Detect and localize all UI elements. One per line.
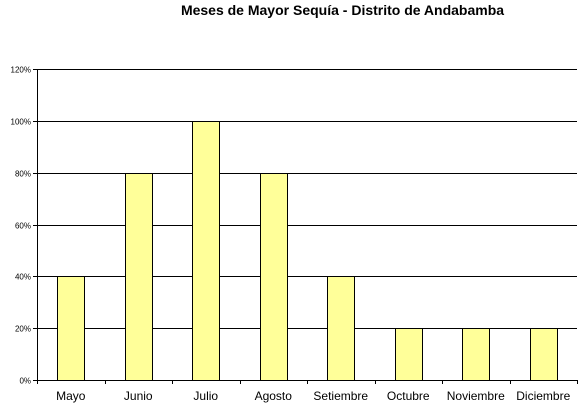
x-tick-label: Setiembre [313,389,368,403]
bar-junio [125,173,153,381]
y-tick-label: 80% [15,170,31,179]
x-tick-label: Noviembre [447,389,505,403]
grid-lines [37,69,577,329]
x-tick-label: Julio [193,389,218,403]
y-tick-label: 100% [11,118,31,127]
x-tick-label: Mayo [56,389,86,403]
bar-mayo [57,276,85,381]
bar-diciembre [530,328,558,381]
bar-octubre [395,328,423,381]
axes [33,69,578,384]
y-tick-label: 0% [19,377,31,386]
x-tick-label: Agosto [255,389,293,403]
y-tick-label: 20% [15,325,31,334]
y-tick-label: 40% [15,273,31,282]
bar-julio [192,121,220,381]
y-tick-label: 60% [15,222,31,231]
bar-setiembre [327,276,355,381]
chart-title: Meses de Mayor Sequía - Distrito de Anda… [180,2,505,18]
x-tick-label: Diciembre [516,389,570,403]
x-tick-label: Octubre [387,389,430,403]
bar-agosto [260,173,288,381]
bars [57,121,558,381]
x-tick-labels: Mayo Junio Julio Agosto Setiembre Octubre Novi… [56,389,571,403]
x-tick-label: Junio [124,389,153,403]
y-tick-label: 120% [11,66,31,75]
bar-noviembre [462,328,490,381]
y-tick-labels: 0% 20% 40% 60% 80% 100% 120% [11,66,31,386]
